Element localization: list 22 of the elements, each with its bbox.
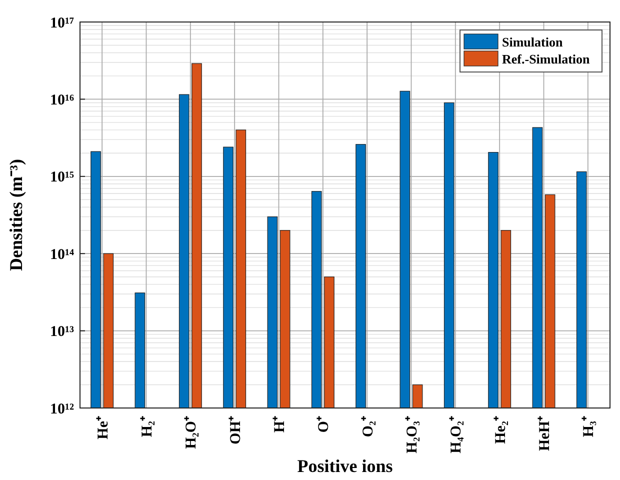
x-tick-label: HeH⁺: [537, 416, 553, 451]
x-axis-title: Positive ions: [297, 456, 393, 476]
y-tick-label: 10¹⁷: [50, 15, 74, 32]
x-tick-label: O⁺: [316, 416, 332, 433]
legend-label: Simulation: [502, 34, 564, 50]
x-tick-label: OH⁺: [228, 416, 244, 444]
y-tick-label: 10¹²: [50, 401, 74, 418]
x-tick-label: He⁺: [95, 416, 112, 440]
x-tick-label: H₄O₂⁺: [448, 416, 465, 454]
y-axis-title: Densities (m⁻³): [6, 159, 26, 271]
legend-label: Ref.-Simulation: [502, 52, 591, 67]
x-tick-label: H⁺: [272, 416, 288, 433]
y-tick-label: 10¹⁵: [50, 170, 74, 186]
x-tick-label: H₂⁺: [140, 416, 156, 438]
x-tick-label: H₃⁺: [581, 416, 598, 438]
x-tick-label: H₂O₃⁺: [404, 416, 420, 454]
x-tick-label: H₂O⁺: [184, 416, 200, 449]
x-tick-label: O₂⁺: [360, 416, 376, 438]
x-tick-label: He₂⁺: [492, 416, 509, 444]
y-tick-label: 10¹³: [50, 324, 74, 340]
y-tick-label: 10¹⁶: [50, 92, 74, 108]
y-tick-label: 10¹⁴: [50, 246, 74, 263]
